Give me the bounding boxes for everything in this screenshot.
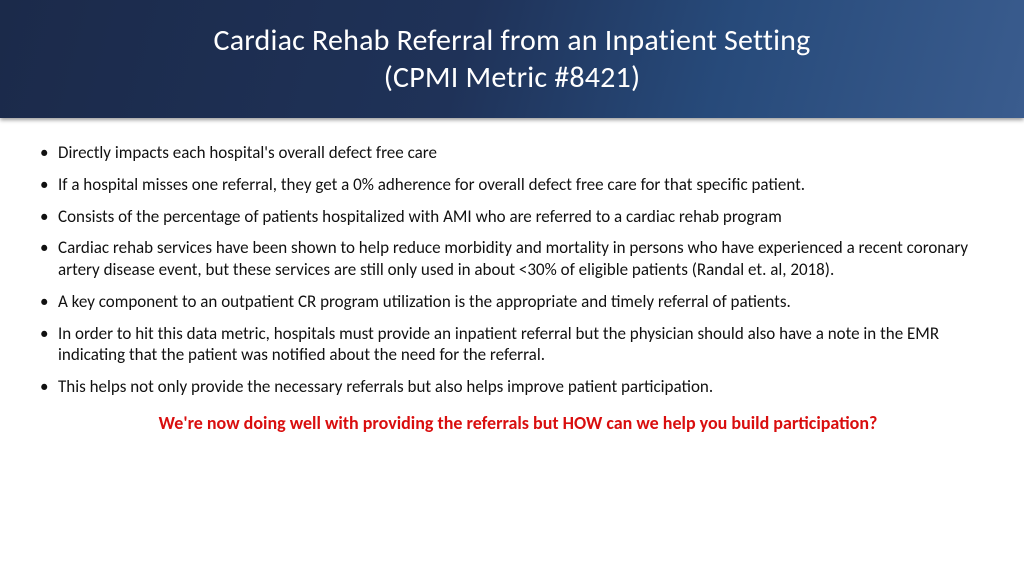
callout-text: We're now doing well with providing the … bbox=[40, 412, 996, 434]
bullet-item: In order to hit this data metric, hospit… bbox=[40, 323, 996, 367]
slide-header: Cardiac Rehab Referral from an Inpatient… bbox=[0, 0, 1024, 118]
bullet-item: Consists of the percentage of patients h… bbox=[40, 206, 996, 228]
title-line-2: (CPMI Metric #8421) bbox=[384, 59, 641, 97]
slide: Cardiac Rehab Referral from an Inpatient… bbox=[0, 0, 1024, 576]
bullet-item: If a hospital misses one referral, they … bbox=[40, 174, 996, 196]
slide-body: Directly impacts each hospital's overall… bbox=[0, 118, 1024, 576]
bullet-list: Directly impacts each hospital's overall… bbox=[40, 142, 996, 398]
bullet-item: This helps not only provide the necessar… bbox=[40, 376, 996, 398]
bullet-item: Cardiac rehab services have been shown t… bbox=[40, 237, 996, 281]
bullet-item: Directly impacts each hospital's overall… bbox=[40, 142, 996, 164]
title-line-1: Cardiac Rehab Referral from an Inpatient… bbox=[214, 22, 811, 60]
bullet-item: A key component to an outpatient CR prog… bbox=[40, 291, 996, 313]
